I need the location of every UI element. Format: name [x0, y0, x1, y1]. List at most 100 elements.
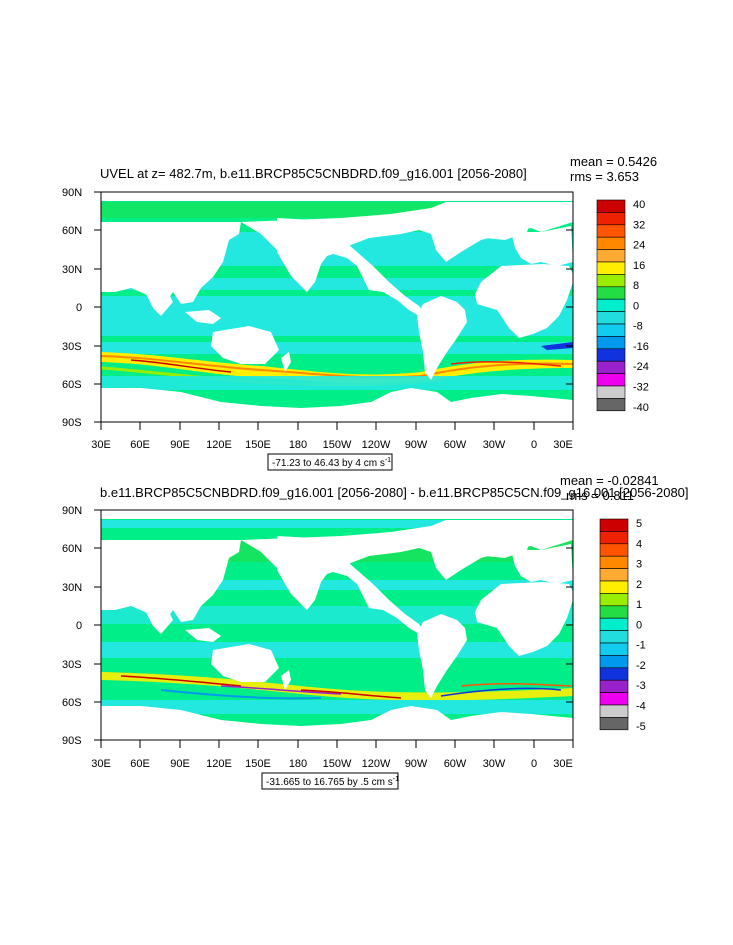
colorbar-swatch: [596, 249, 626, 263]
lon-tick-label: 0: [531, 758, 537, 770]
colorbar-label: 3: [636, 559, 642, 571]
panel-1-lat-axis: 90N 60N 30N 0 30S 60S 90S: [62, 187, 82, 429]
colorbar-label: 1: [636, 599, 642, 611]
colorbar-swatch: [596, 385, 626, 399]
colorbar-label: 2: [636, 579, 642, 591]
lon-tick-label: 30E: [553, 758, 573, 770]
colorbar-swatch: [599, 605, 629, 619]
panel-2-rms: rms = 0.811: [566, 488, 634, 503]
lon-tick-label: 60E: [130, 439, 150, 451]
colorbar-swatch: [599, 555, 629, 569]
lon-tick-label: 60W: [444, 439, 467, 451]
lon-tick-label: 30E: [553, 439, 573, 451]
colorbar-swatch: [596, 311, 626, 325]
lon-tick-label: 30E: [91, 758, 111, 770]
colorbar-label: -24: [633, 361, 649, 373]
lon-tick-label: 90W: [405, 758, 428, 770]
svg-text:-31.665 to 16.765 by .5 cm s-1: -31.665 to 16.765 by .5 cm s-1: [266, 776, 399, 788]
lon-tick-label: 60E: [130, 758, 150, 770]
panel-1: UVEL at z= 482.7m, b.e11.BRCP85C5CNBDRD.…: [62, 154, 657, 471]
colorbar-label: 0: [636, 619, 642, 631]
colorbar-label: -8: [633, 321, 643, 333]
colorbar-label: -4: [636, 701, 646, 713]
lat-tick-label: 60S: [62, 379, 82, 391]
lat-tick-label: 30N: [62, 264, 82, 276]
colorbar-swatch: [596, 199, 626, 213]
colorbar-swatch: [596, 373, 626, 387]
lon-tick-label: 120W: [362, 758, 391, 770]
lat-tick-label: 30N: [62, 582, 82, 594]
colorbar-label: 4: [636, 538, 642, 550]
colorbar-swatch: [599, 655, 629, 669]
colorbar-swatch: [599, 692, 629, 706]
lat-tick-label: 90N: [62, 187, 82, 199]
colorbar-swatch: [596, 212, 626, 226]
colorbar-label: 5: [636, 518, 642, 530]
lat-tick-label: 60N: [62, 225, 82, 237]
lat-tick-label: 90S: [62, 735, 82, 747]
colorbar-swatch: [596, 360, 626, 374]
colorbar-swatch: [599, 704, 629, 718]
panel-1-rms: rms = 3.653: [570, 169, 639, 184]
colorbar-label: 16: [633, 260, 645, 272]
colorbar-label: 32: [633, 219, 645, 231]
colorbar-swatch: [599, 580, 629, 594]
lon-tick-label: 90W: [405, 439, 428, 451]
colorbar-swatch: [599, 593, 629, 607]
colorbar-swatch: [596, 398, 626, 412]
panel-2-lat-axis: 90N 60N 30N 0 30S 60S 90S: [62, 505, 82, 747]
panel-2-lon-axis: 30E 60E 90E 120E 150E 180 150W 120W 90W …: [91, 758, 573, 770]
colorbar-swatch: [599, 617, 629, 631]
colorbar-label: -3: [636, 680, 646, 692]
panel-2-map: [100, 509, 574, 741]
colorbar-swatch: [599, 543, 629, 557]
lat-tick-label: 60S: [62, 697, 82, 709]
colorbar-swatch: [596, 323, 626, 337]
lat-tick-label: 60N: [62, 543, 82, 555]
panel-2-info-box: -31.665 to 16.765 by .5 cm s-1: [261, 772, 399, 790]
colorbar-swatch: [599, 717, 629, 731]
colorbar-label: -5: [636, 721, 646, 733]
panel-2-colorbar: 5 4 3 2 1 0 -1 -2 -3 -4 -5: [599, 518, 646, 733]
lat-tick-label: 0: [76, 620, 82, 632]
colorbar-label: 24: [633, 240, 645, 252]
colorbar-label: 8: [633, 280, 639, 292]
lon-tick-label: 150W: [323, 758, 352, 770]
lon-tick-label: 90E: [170, 758, 190, 770]
svg-text:-71.23 to 46.43 by 4 cm s-1: -71.23 to 46.43 by 4 cm s-1: [272, 457, 391, 469]
colorbar-swatch: [599, 642, 629, 656]
lon-tick-label: 180: [289, 758, 307, 770]
colorbar-swatch: [596, 261, 626, 275]
colorbar-label: -2: [636, 660, 646, 672]
lon-tick-label: 150E: [245, 439, 271, 451]
lon-tick-label: 90E: [170, 439, 190, 451]
lon-tick-label: 120W: [362, 439, 391, 451]
panel-1-map: [99, 190, 575, 424]
colorbar-swatch: [596, 348, 626, 362]
lon-tick-label: 60W: [444, 758, 467, 770]
colorbar-label: -16: [633, 341, 649, 353]
lon-tick-label: 150W: [323, 439, 352, 451]
colorbar-swatch: [599, 630, 629, 644]
colorbar-label: -1: [636, 640, 646, 652]
lon-tick-label: 0: [531, 439, 537, 451]
colorbar-swatch: [599, 518, 629, 532]
lat-tick-label: 90N: [62, 505, 82, 517]
colorbar-label: -40: [633, 402, 649, 414]
colorbar-label: 0: [633, 300, 639, 312]
lon-tick-label: 30W: [483, 439, 506, 451]
lon-tick-label: 150E: [245, 758, 271, 770]
colorbar-swatch: [599, 568, 629, 582]
panel-2: b.e11.BRCP85C5CNBDRD.f09_g16.001 [2056-2…: [62, 473, 689, 790]
panel-1-mean: mean = 0.5426: [570, 154, 657, 169]
lon-tick-label: 120E: [206, 758, 232, 770]
colorbar-label: -32: [633, 382, 649, 394]
panel-2-mean: mean = -0.02841: [560, 473, 659, 488]
colorbar-swatch: [599, 667, 629, 681]
lon-tick-label: 120E: [206, 439, 232, 451]
lon-tick-label: 180: [289, 439, 307, 451]
colorbar-swatch: [596, 286, 626, 300]
lat-tick-label: 30S: [62, 659, 82, 671]
panel-2-title: b.e11.BRCP85C5CNBDRD.f09_g16.001 [2056-2…: [100, 485, 689, 500]
panel-1-title: UVEL at z= 482.7m, b.e11.BRCP85C5CNBDRD.…: [100, 166, 527, 181]
